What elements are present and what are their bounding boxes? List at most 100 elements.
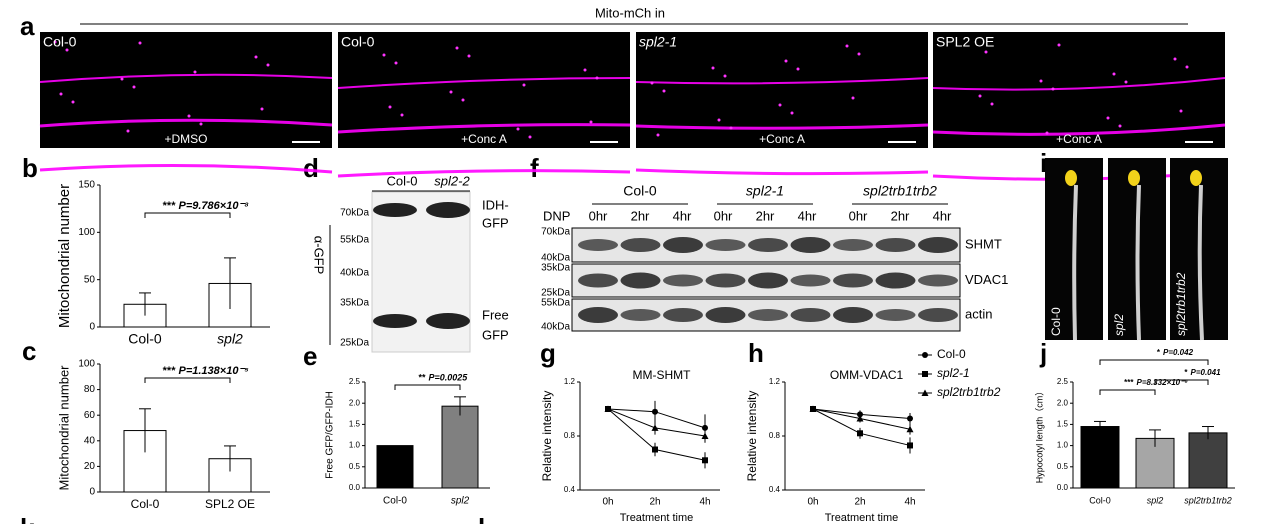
image-label: SPL2 OE [936,34,994,50]
chart-title: OMM-VDAC1 [830,368,904,382]
mito-dot [1118,124,1122,128]
band [663,237,703,253]
y-tick-label: 1.0 [1057,441,1069,450]
point [701,432,709,439]
treatment-label: +Conc A [1056,132,1102,146]
time-label: 2hr [631,208,650,223]
point [907,415,913,422]
mito-dot [382,53,386,57]
x-tick-label: 0h [807,497,818,508]
p-value: P=1.138×10⁻⁵ [179,365,250,377]
y-tick-label: 2.5 [1057,377,1069,386]
mw-marker: 40kDa [541,253,570,264]
sig-stars: *** [163,200,177,212]
y-tick-label: 1.5 [1057,420,1069,429]
band [705,239,746,251]
mito-dot [132,85,136,89]
y-tick-label: 0 [89,487,95,498]
mito-dot [984,50,988,54]
bar [1080,426,1120,489]
protein-label: VDAC1 [965,272,1008,287]
sig-stars: *** [1124,378,1134,387]
sig-stars: * [1184,368,1188,377]
mito-signal [337,123,631,134]
p-value: P=9.786×10⁻⁸ [179,200,250,212]
y-tick-label: 100 [78,359,95,370]
y-tick-label: 150 [78,180,95,191]
mito-dot [59,92,63,96]
mito-dot [711,66,715,70]
y-tick-label: 0.4 [564,485,576,494]
point [922,371,928,377]
series-line [607,408,706,461]
band [875,272,916,289]
legend-label: spl2trb1trb2 [937,385,1001,399]
band [918,274,958,287]
mito-dot [455,46,459,50]
band [705,273,746,288]
band [833,307,873,323]
mw-marker: 70kDa [541,227,570,238]
panel-letter: i [1040,148,1047,178]
genotype-label: spl2trb1trb2 [1174,272,1188,336]
mito-dot [978,94,982,98]
genotype-label: spl2 [1112,314,1126,336]
panel-letter: a [20,11,35,41]
y-tick-label: 0.8 [564,431,576,440]
mito-signal [932,77,1226,91]
y-tick-label: 20 [84,461,96,472]
band [748,272,788,289]
mito-dot [1179,109,1183,113]
mito-dot [595,76,599,80]
y-axis-label: Hypocotyl length（cm） [1034,387,1044,484]
sig-bracket [1099,389,1156,395]
x-tick-label: spl2 [217,331,243,347]
time-label: 0hr [849,208,868,223]
x-tick-label: SPL2 OE [205,497,255,511]
mw-marker: 35kDa [541,263,570,274]
treatment-label: +DMSO [164,132,207,146]
legend-label: Col-0 [937,347,966,361]
y-tick-label: 100 [78,227,95,238]
point [651,424,659,431]
mito-signal [635,77,929,85]
mito-dot [790,111,794,115]
point [907,442,913,449]
x-axis-label: Treatment time [825,512,899,524]
treatment-label: DNP [543,208,570,223]
y-tick-label: 2.5 [349,377,361,386]
sig-bracket [394,384,461,390]
mito-dot [1057,43,1061,47]
time-label: 0hr [714,208,733,223]
mw-marker: 55kDa [340,235,369,246]
time-label: 0hr [589,208,608,223]
mito-dot [266,63,270,67]
point [857,430,863,437]
panel-letter: g [540,338,556,368]
x-tick-label: spl2 [451,496,470,507]
mito-signal [932,123,1226,136]
sig-stars: *** [163,365,177,377]
mito-dot [778,103,782,107]
y-tick-label: 50 [84,274,96,285]
mito-dot [461,98,465,102]
mito-dot [199,122,203,126]
point [702,424,708,431]
mito-dot [193,70,197,74]
mito-signal [337,77,631,89]
mito-dot [254,55,258,59]
mito-signal [39,163,333,174]
band [620,272,661,289]
x-tick-label: 4h [699,497,710,508]
y-tick-label: 1.0 [349,441,361,450]
protein-label: SHMT [965,236,1002,251]
band [426,202,470,218]
mito-dot [522,83,526,87]
band [833,239,873,251]
x-tick-label: spl2trb1trb2 [1184,495,1232,505]
point [652,446,658,453]
mito-dot [65,48,69,52]
mito-dot [53,40,57,44]
mito-dot [138,41,142,45]
y-tick-label: 1.2 [564,377,576,386]
